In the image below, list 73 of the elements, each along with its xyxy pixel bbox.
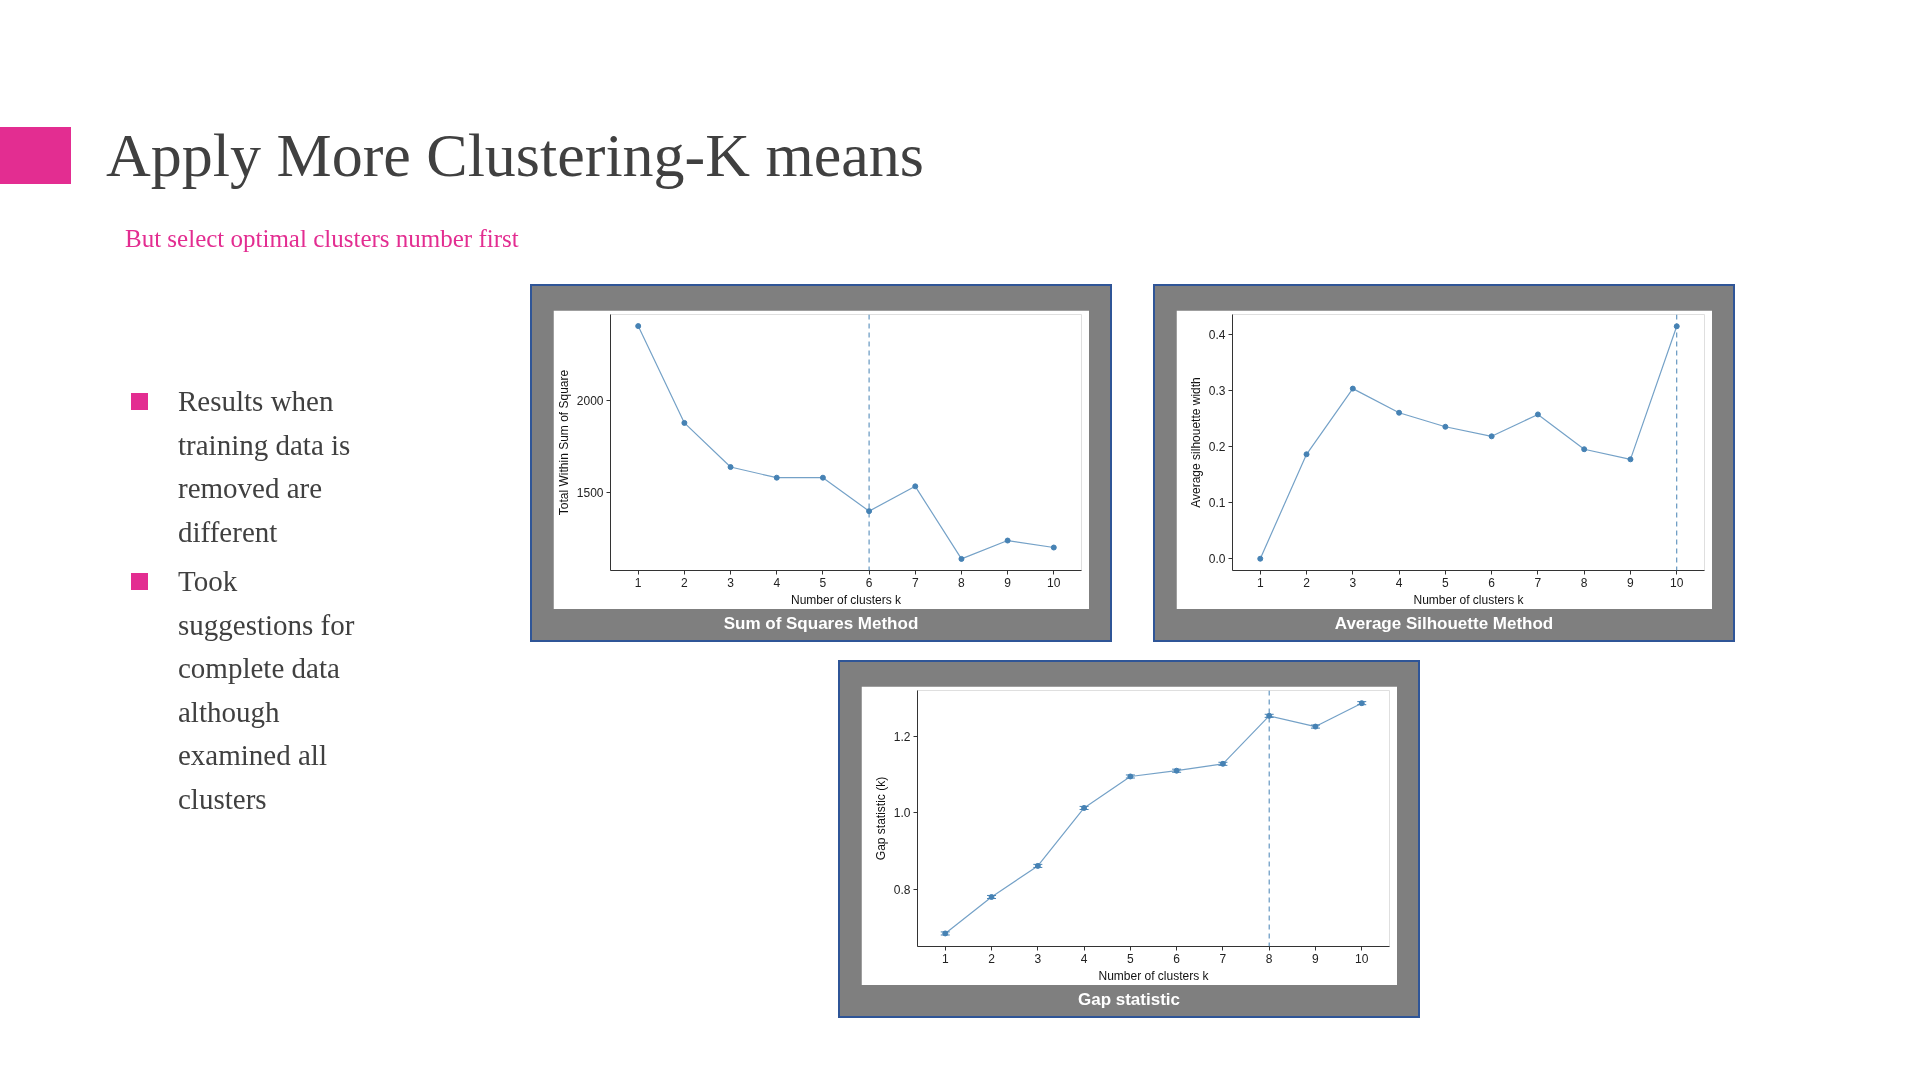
- x-tick-label: 8: [1580, 575, 1588, 590]
- x-tick-label: 9: [1312, 951, 1320, 966]
- y-tick-label: 0.8: [893, 883, 911, 898]
- text: Took suggestions for complete data although examined all clusters: [178, 564, 356, 817]
- y-tick-label: 0.1: [1208, 496, 1226, 511]
- x-tick-label: 1: [941, 951, 949, 966]
- y-tick-label: 1.0: [893, 806, 911, 821]
- x-tick-label: 5: [1442, 575, 1450, 590]
- x-tick-label: 2: [1303, 575, 1311, 590]
- text: Results when training data is removed are different: [178, 384, 352, 550]
- y-axis-title: Total Within Sum of Square: [556, 369, 571, 516]
- point: [958, 555, 965, 562]
- point: [773, 474, 780, 481]
- point: [1349, 385, 1356, 392]
- x-tick-label: 8: [958, 575, 966, 590]
- y-tick-label: 1500: [576, 485, 604, 500]
- point: [1488, 433, 1495, 440]
- x-tick-label: 10: [1047, 575, 1061, 590]
- y-tick-label: 0.3: [1208, 383, 1226, 398]
- x-tick-label: 3: [1034, 951, 1042, 966]
- text: But select optimal clusters number first: [125, 224, 519, 254]
- x-tick-label: 6: [1173, 951, 1181, 966]
- y-axis-title: Average silhouette width: [1188, 377, 1203, 508]
- x-tick-label: 1: [634, 575, 642, 590]
- x-tick-label: 2: [681, 575, 689, 590]
- y-tick-label: 0.2: [1208, 439, 1226, 454]
- y-tick-label: 2000: [576, 394, 604, 409]
- x-tick-label: 4: [773, 575, 781, 590]
- x-tick-label: 7: [911, 575, 919, 590]
- y-tick-label: 0.0: [1208, 552, 1226, 567]
- x-axis-title: Number of clusters k: [1098, 968, 1210, 983]
- point: [866, 508, 873, 515]
- text: Average Silhouette Method: [1333, 613, 1555, 635]
- point: [1534, 411, 1541, 418]
- x-tick-label: 1: [1256, 575, 1264, 590]
- y-tick-label: 0.4: [1208, 327, 1226, 342]
- y-axis-title: Gap statistic (k): [873, 776, 888, 861]
- text: Apply More Clustering-K means: [106, 121, 924, 189]
- x-tick-label: 3: [727, 575, 735, 590]
- x-tick-label: 8: [1265, 951, 1273, 966]
- x-tick-label: 5: [1127, 951, 1135, 966]
- point: [1004, 537, 1011, 544]
- point: [1627, 456, 1634, 463]
- text: Sum of Squares Method: [722, 613, 920, 635]
- text: Gap statistic: [1076, 989, 1181, 1011]
- x-tick-label: 5: [819, 575, 827, 590]
- x-tick-label: 7: [1219, 951, 1227, 966]
- x-tick-label: 9: [1004, 575, 1012, 590]
- x-axis-title: Number of clusters k: [1413, 592, 1525, 607]
- point: [1442, 423, 1449, 430]
- x-tick-label: 7: [1534, 575, 1542, 590]
- x-tick-label: 9: [1627, 575, 1635, 590]
- y-tick-label: 1.2: [893, 729, 911, 744]
- point: [1050, 544, 1057, 551]
- point: [819, 474, 826, 481]
- x-tick-label: 10: [1355, 951, 1369, 966]
- point: [1257, 555, 1264, 562]
- point: [1581, 446, 1588, 453]
- x-tick-label: 3: [1349, 575, 1357, 590]
- point: [635, 323, 642, 330]
- x-tick-label: 6: [1488, 575, 1496, 590]
- point: [912, 483, 919, 490]
- x-axis-title: Number of clusters k: [790, 592, 903, 607]
- point: [1303, 451, 1310, 458]
- x-tick-label: 4: [1395, 575, 1403, 590]
- point: [1673, 323, 1680, 330]
- point: [681, 419, 688, 426]
- point: [727, 464, 734, 471]
- x-tick-label: 6: [865, 575, 873, 590]
- x-tick-label: 4: [1080, 951, 1088, 966]
- point: [1396, 409, 1403, 416]
- x-tick-label: 10: [1670, 575, 1684, 590]
- x-tick-label: 2: [988, 951, 996, 966]
